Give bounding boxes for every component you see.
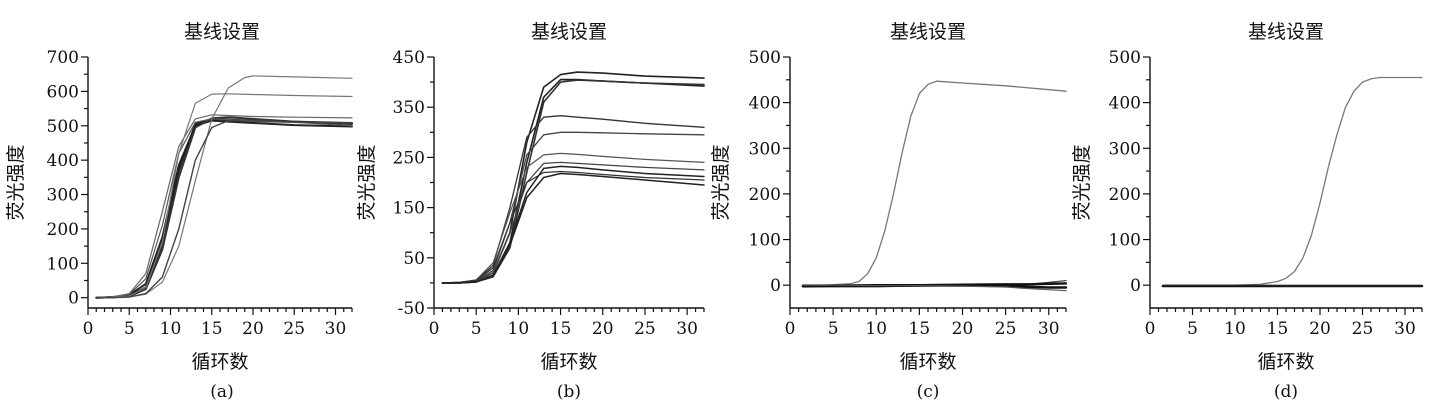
y-tick-label: 300 bbox=[749, 139, 781, 159]
chart-title: 基线设置 bbox=[1248, 21, 1324, 43]
y-tick-label: 150 bbox=[393, 199, 425, 219]
series-line bbox=[95, 116, 353, 299]
x-tick-label: 20 bbox=[1309, 319, 1331, 339]
series-line bbox=[802, 284, 1067, 292]
y-tick-label: 200 bbox=[1109, 185, 1141, 205]
series-line bbox=[95, 118, 353, 299]
series-line bbox=[441, 165, 705, 284]
chart-title: 基线设置 bbox=[184, 21, 260, 43]
x-tick-label: 25 bbox=[634, 319, 656, 339]
x-axis-label: 循环数 bbox=[191, 351, 248, 373]
x-axis-label: 循环数 bbox=[1257, 351, 1314, 373]
panel-label: (d) bbox=[1274, 382, 1298, 402]
x-tick-label: 30 bbox=[325, 319, 347, 339]
y-tick-label: 400 bbox=[1109, 94, 1141, 114]
x-axis-label: 循环数 bbox=[899, 351, 956, 373]
y-axis-label: 荧光强度 bbox=[1071, 144, 1093, 220]
series-line bbox=[95, 93, 353, 299]
y-tick-label: 0 bbox=[1130, 276, 1141, 296]
x-tick-label: 20 bbox=[592, 319, 614, 339]
y-tick-label: 250 bbox=[393, 148, 425, 168]
x-tick-label: 15 bbox=[1267, 319, 1289, 339]
x-tick-label: 5 bbox=[1187, 319, 1198, 339]
x-tick-label: 20 bbox=[952, 319, 974, 339]
x-tick-label: 25 bbox=[995, 319, 1017, 339]
series-line bbox=[441, 115, 705, 284]
x-tick-label: 15 bbox=[201, 319, 223, 339]
y-tick-label: 100 bbox=[47, 254, 79, 274]
series-line bbox=[95, 117, 353, 299]
y-tick-label: 500 bbox=[47, 117, 79, 137]
series-line bbox=[95, 114, 353, 299]
x-tick-label: 30 bbox=[1038, 319, 1060, 339]
y-tick-label: 0 bbox=[68, 289, 79, 309]
x-tick-label: 30 bbox=[1394, 319, 1416, 339]
chart-title: 基线设置 bbox=[531, 21, 607, 43]
y-tick-label: 350 bbox=[393, 98, 425, 118]
y-tick-label: 300 bbox=[1109, 139, 1141, 159]
panel-label: (a) bbox=[210, 382, 233, 402]
panel-label: (c) bbox=[917, 382, 940, 402]
x-tick-label: 5 bbox=[828, 319, 839, 339]
x-tick-label: 15 bbox=[909, 319, 931, 339]
x-tick-label: 10 bbox=[508, 319, 530, 339]
x-tick-label: 10 bbox=[1224, 319, 1246, 339]
x-tick-label: 0 bbox=[1145, 319, 1156, 339]
y-axis-label: 荧光强度 bbox=[710, 144, 732, 220]
y-tick-label: 600 bbox=[47, 82, 79, 102]
x-tick-label: 0 bbox=[785, 319, 796, 339]
series-line bbox=[95, 75, 353, 299]
x-tick-label: 0 bbox=[83, 319, 94, 339]
x-tick-label: 30 bbox=[676, 319, 698, 339]
series-line bbox=[441, 131, 705, 284]
y-tick-label: 200 bbox=[749, 185, 781, 205]
x-tick-label: 10 bbox=[865, 319, 887, 339]
y-tick-label: 400 bbox=[749, 94, 781, 114]
x-tick-label: 20 bbox=[242, 319, 264, 339]
chart-title: 基线设置 bbox=[890, 21, 966, 43]
x-tick-label: 5 bbox=[124, 319, 135, 339]
y-tick-label: 700 bbox=[47, 48, 79, 68]
y-tick-label: 500 bbox=[1109, 48, 1141, 68]
series-line bbox=[95, 119, 353, 299]
y-tick-label: 200 bbox=[47, 220, 79, 240]
x-tick-label: 10 bbox=[160, 319, 182, 339]
y-tick-label: 400 bbox=[47, 151, 79, 171]
chart-panel: 基线设置 0 5 10 15 20 25 30 -50 50 150 250 350 450 循环数 荧光强度… bbox=[356, 21, 705, 402]
x-tick-label: 0 bbox=[429, 319, 440, 339]
series-line bbox=[441, 170, 705, 284]
y-tick-label: -50 bbox=[398, 299, 425, 319]
x-axis-label: 循环数 bbox=[540, 351, 597, 373]
series-line bbox=[802, 80, 1067, 286]
series-line bbox=[441, 71, 705, 284]
y-tick-label: 300 bbox=[47, 186, 79, 206]
series-line bbox=[441, 161, 705, 284]
y-axis-label: 荧光强度 bbox=[356, 144, 378, 220]
y-tick-label: 500 bbox=[749, 48, 781, 68]
y-tick-label: 450 bbox=[393, 48, 425, 68]
y-tick-label: 100 bbox=[1109, 231, 1141, 251]
x-tick-label: 25 bbox=[283, 319, 305, 339]
y-tick-label: 100 bbox=[749, 231, 781, 251]
series-line bbox=[441, 172, 705, 284]
x-tick-label: 15 bbox=[550, 319, 572, 339]
y-tick-label: 50 bbox=[403, 249, 425, 269]
x-tick-label: 25 bbox=[1352, 319, 1374, 339]
y-axis-label: 荧光强度 bbox=[5, 144, 27, 220]
series-line bbox=[95, 119, 353, 299]
y-tick-label: 0 bbox=[770, 276, 781, 296]
series-line bbox=[1162, 76, 1423, 286]
x-tick-label: 5 bbox=[471, 319, 482, 339]
panel-label: (b) bbox=[557, 382, 581, 402]
